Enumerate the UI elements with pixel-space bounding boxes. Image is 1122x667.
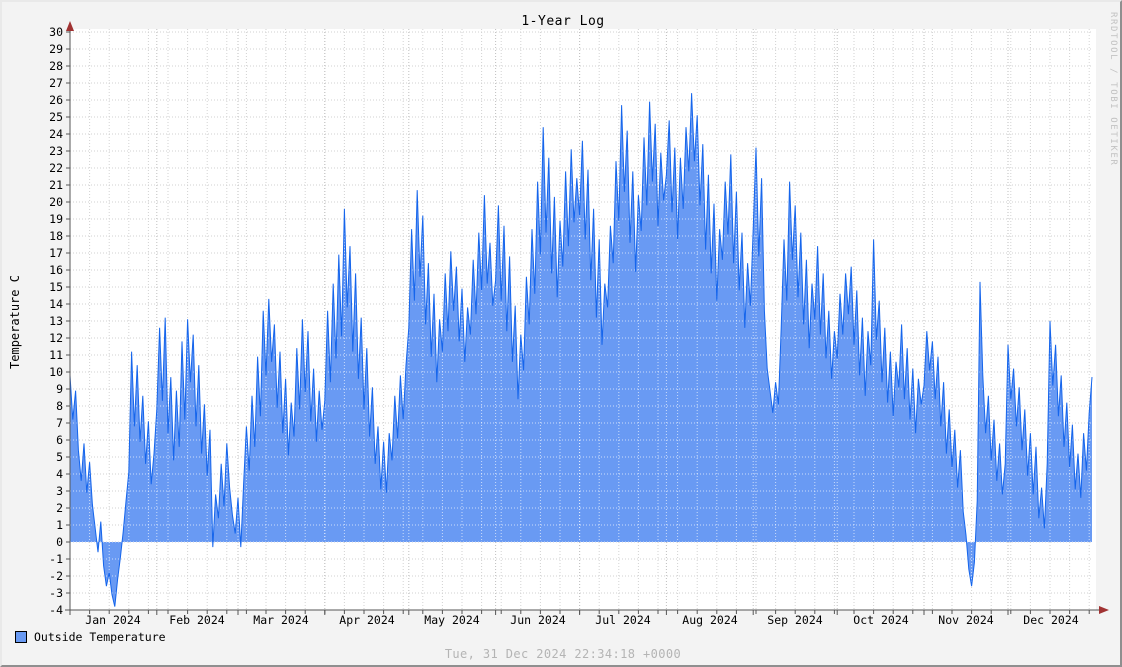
y-tick-label: 5 (56, 450, 63, 464)
y-tick-label: -3 (49, 586, 63, 600)
y-tick-label: 13 (49, 314, 63, 328)
x-tick-label: Sep 2024 (767, 613, 823, 627)
y-tick-label: 17 (49, 246, 63, 260)
y-tick-label: 9 (56, 382, 63, 396)
rrdtool-watermark: RRDTOOL / TOBI OETIKER (1108, 12, 1118, 167)
y-tick-label: 21 (49, 178, 63, 192)
y-tick-label: 27 (49, 76, 63, 90)
y-tick-label: 18 (49, 229, 63, 243)
y-tick-label: 10 (49, 365, 63, 379)
y-tick-label: -4 (49, 603, 63, 617)
y-tick-label: 0 (56, 535, 63, 549)
legend-swatch-outside-temperature (15, 631, 27, 643)
x-tick-label: Nov 2024 (938, 613, 994, 627)
y-tick-label: 25 (49, 110, 63, 124)
y-tick-label: 24 (49, 127, 63, 141)
y-tick-label: 6 (56, 433, 63, 447)
legend: Outside Temperature (15, 630, 166, 644)
legend-label: Outside Temperature (34, 630, 166, 644)
y-tick-label: 26 (49, 93, 63, 107)
x-tick-label: Jan 2024 (85, 613, 141, 627)
y-tick-label: 22 (49, 161, 63, 175)
y-tick-label: 4 (56, 467, 63, 481)
y-tick-label: 12 (49, 331, 63, 345)
y-tick-label: 15 (49, 280, 63, 294)
y-tick-label: 1 (56, 518, 63, 532)
y-tick-label: 29 (49, 42, 63, 56)
x-tick-label: Mar 2024 (253, 613, 309, 627)
y-tick-label: 3 (56, 484, 63, 498)
y-tick-label: 20 (49, 195, 63, 209)
x-tick-label: Dec 2024 (1023, 613, 1079, 627)
y-tick-label: 30 (49, 25, 63, 39)
y-tick-label: 2 (56, 501, 63, 515)
y-tick-label: 11 (49, 348, 63, 362)
y-tick-label: 7 (56, 416, 63, 430)
x-tick-label: Oct 2024 (853, 613, 909, 627)
timestamp: Tue, 31 Dec 2024 22:34:18 +0000 (444, 647, 682, 661)
x-tick-label: Feb 2024 (169, 613, 225, 627)
y-tick-label: -2 (49, 569, 63, 583)
x-tick-label: May 2024 (424, 613, 480, 627)
x-tick-label: Jun 2024 (510, 613, 566, 627)
chart-title: 1-Year Log (521, 14, 605, 29)
y-tick-label: 23 (49, 144, 63, 158)
y-tick-label: 19 (49, 212, 63, 226)
x-tick-label: Jul 2024 (595, 613, 651, 627)
y-tick-label: 28 (49, 59, 63, 73)
y-tick-label: 8 (56, 399, 63, 413)
x-tick-label: Aug 2024 (682, 613, 738, 627)
y-tick-label: 14 (49, 297, 63, 311)
x-tick-label: Apr 2024 (339, 613, 395, 627)
y-tick-label: -1 (49, 552, 63, 566)
y-tick-label: 16 (49, 263, 63, 277)
